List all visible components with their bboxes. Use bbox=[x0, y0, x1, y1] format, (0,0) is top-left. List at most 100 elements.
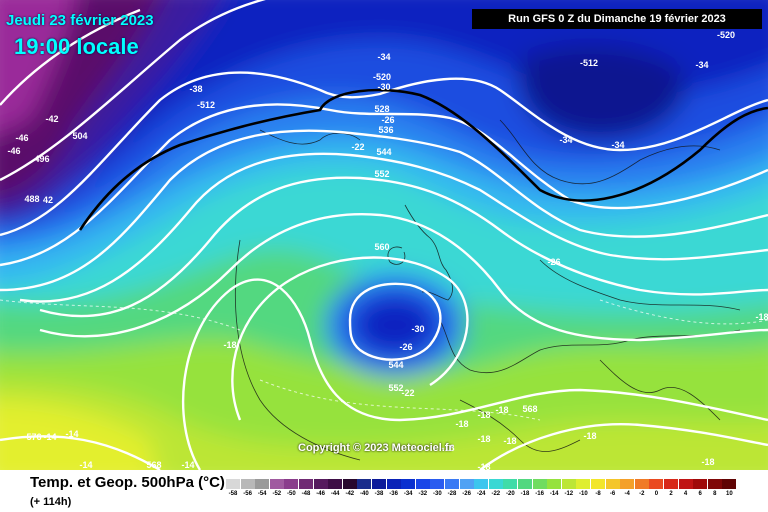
scale-swatch bbox=[518, 479, 532, 489]
contour-label: -18 bbox=[495, 405, 508, 415]
scale-label: -36 bbox=[389, 491, 398, 497]
scale-swatch bbox=[576, 479, 591, 489]
contour-label: -18 bbox=[503, 436, 516, 446]
contour-label: -26 bbox=[547, 257, 560, 267]
contour-label: 544 bbox=[388, 360, 403, 370]
scale-label: -40 bbox=[360, 491, 369, 497]
scale-label: -14 bbox=[549, 491, 559, 497]
scale-label: 0 bbox=[654, 491, 659, 497]
contour-label: -42 bbox=[45, 114, 58, 124]
contour-label: 544 bbox=[376, 147, 391, 157]
contour-label: -14 bbox=[43, 432, 56, 442]
scale-label: -28 bbox=[447, 491, 457, 497]
scale-swatch bbox=[445, 479, 459, 489]
scale-swatch bbox=[269, 479, 284, 489]
scale-label: 4 bbox=[683, 491, 688, 497]
temperature-contours bbox=[0, 299, 768, 421]
scale-swatch bbox=[226, 479, 240, 489]
scale-swatch bbox=[707, 479, 722, 489]
contour-label: 552 bbox=[374, 169, 389, 179]
contour-label: -30 bbox=[377, 82, 390, 92]
scale-swatch bbox=[722, 479, 737, 489]
contour-label: -38 bbox=[189, 84, 202, 94]
scale-swatch bbox=[620, 479, 635, 489]
geopotential-contour-bold bbox=[78, 88, 768, 231]
scale-label: -34 bbox=[403, 491, 413, 497]
contour-label: -22 bbox=[351, 142, 364, 152]
contour-label: 568 bbox=[146, 460, 161, 470]
contour-label: 552 bbox=[388, 383, 403, 393]
contour-label: -34 bbox=[695, 60, 708, 70]
contour-label: 42 bbox=[43, 195, 53, 205]
scale-label: -44 bbox=[330, 491, 340, 497]
scale-swatch bbox=[547, 479, 562, 489]
scale-swatch bbox=[664, 479, 678, 489]
scale-label: -22 bbox=[491, 491, 501, 497]
scale-swatch bbox=[415, 479, 430, 489]
geopotential-contour-low bbox=[348, 282, 442, 361]
contour-label: -520 bbox=[373, 72, 391, 82]
scale-label: -56 bbox=[243, 491, 252, 497]
scale-swatch bbox=[503, 479, 518, 489]
scale-swatch bbox=[386, 479, 401, 489]
contour-label: -512 bbox=[197, 100, 215, 110]
contour-label: -22 bbox=[401, 388, 414, 398]
scale-swatch bbox=[459, 479, 474, 489]
scale-label: -6 bbox=[609, 491, 616, 497]
scale-label: -48 bbox=[301, 491, 311, 497]
scale-label: -8 bbox=[595, 491, 601, 497]
scale-label: -2 bbox=[639, 491, 645, 497]
footer: Temp. et Geop. 500hPa (°C) (+ 114h) bbox=[0, 470, 768, 512]
scale-swatch bbox=[401, 479, 416, 489]
scale-label: -20 bbox=[506, 491, 515, 497]
scale-label: -50 bbox=[287, 491, 296, 497]
contour-label: -18 bbox=[701, 457, 714, 467]
scale-label: 2 bbox=[669, 491, 673, 497]
contour-label: -18 bbox=[441, 443, 454, 453]
contour-label: -26 bbox=[399, 342, 412, 352]
scale-label: 10 bbox=[726, 491, 733, 497]
contour-label: -14 bbox=[181, 460, 194, 470]
contour-label: -18 bbox=[477, 434, 490, 444]
scale-label: -42 bbox=[345, 491, 355, 497]
scale-swatch bbox=[474, 479, 489, 489]
forecast-date: Jeudi 23 février 2023 bbox=[6, 12, 154, 29]
contour-label: -34 bbox=[559, 135, 572, 145]
scale-label: -54 bbox=[257, 491, 267, 497]
contour-label: -26 bbox=[381, 115, 394, 125]
contour-label: -18 bbox=[477, 410, 490, 420]
run-info: Run GFS 0 Z du Dimanche 19 février 2023 bbox=[472, 9, 762, 29]
contour-label: -46 bbox=[15, 133, 28, 143]
scale-label: -10 bbox=[579, 491, 588, 497]
scale-label: -16 bbox=[535, 491, 544, 497]
contour-label: -14 bbox=[65, 429, 78, 439]
scale-swatch bbox=[591, 479, 605, 489]
scale-swatch bbox=[255, 479, 270, 489]
scale-label: -58 bbox=[228, 491, 238, 497]
contour-label: -512 bbox=[580, 58, 598, 68]
temperature-field bbox=[0, 0, 768, 470]
scale-label: -4 bbox=[624, 491, 630, 497]
contour-label: -34 bbox=[377, 52, 390, 62]
scale-swatch bbox=[561, 479, 576, 489]
scale-swatch bbox=[313, 479, 328, 489]
contour-label: 560 bbox=[374, 242, 389, 252]
scale-label: -52 bbox=[272, 491, 282, 497]
contour-label: -14 bbox=[79, 460, 92, 470]
scale-label: -26 bbox=[462, 491, 471, 497]
scale-swatch bbox=[357, 479, 372, 489]
contour-label: 536 bbox=[378, 125, 393, 135]
scale-swatch bbox=[284, 479, 299, 489]
scale-swatch bbox=[532, 479, 547, 489]
contour-label: -34 bbox=[611, 140, 624, 150]
scale-swatch bbox=[328, 479, 343, 489]
scale-swatch bbox=[299, 479, 313, 489]
contour-label: -18 bbox=[477, 462, 490, 470]
scale-label: -24 bbox=[476, 491, 486, 497]
scale-swatch bbox=[488, 479, 503, 489]
scale-label: 6 bbox=[698, 491, 702, 497]
scale-label: -38 bbox=[374, 491, 384, 497]
scale-swatch bbox=[372, 479, 386, 489]
